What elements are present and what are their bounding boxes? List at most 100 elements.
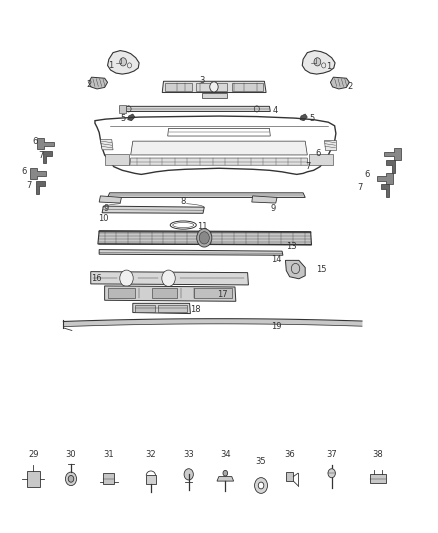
Polygon shape xyxy=(370,474,386,483)
Polygon shape xyxy=(377,173,393,184)
Polygon shape xyxy=(300,114,307,120)
Polygon shape xyxy=(119,106,127,113)
Text: 6: 6 xyxy=(315,149,321,158)
Text: 38: 38 xyxy=(373,450,383,459)
Text: 6: 6 xyxy=(21,167,26,176)
Text: 13: 13 xyxy=(286,241,297,251)
Text: 9: 9 xyxy=(103,204,109,213)
Polygon shape xyxy=(133,303,191,313)
Polygon shape xyxy=(37,138,54,149)
Text: 29: 29 xyxy=(28,450,39,459)
Text: 36: 36 xyxy=(284,450,295,459)
Text: 10: 10 xyxy=(99,214,109,223)
Polygon shape xyxy=(135,305,155,311)
Text: 5: 5 xyxy=(120,114,126,123)
Bar xyxy=(146,475,155,484)
Polygon shape xyxy=(252,196,277,203)
Circle shape xyxy=(120,270,133,286)
Circle shape xyxy=(223,471,228,476)
Circle shape xyxy=(258,482,264,489)
Polygon shape xyxy=(330,77,350,89)
Polygon shape xyxy=(131,141,307,155)
Polygon shape xyxy=(130,158,308,165)
Polygon shape xyxy=(99,196,121,203)
Polygon shape xyxy=(105,286,236,301)
Circle shape xyxy=(68,475,74,482)
Text: 11: 11 xyxy=(197,222,208,231)
Polygon shape xyxy=(217,477,233,481)
Circle shape xyxy=(254,478,268,494)
Text: 37: 37 xyxy=(326,450,337,459)
Polygon shape xyxy=(108,288,135,298)
Polygon shape xyxy=(120,107,270,111)
Bar xyxy=(103,473,114,484)
Text: 18: 18 xyxy=(191,305,201,314)
Polygon shape xyxy=(108,193,305,197)
Polygon shape xyxy=(165,83,192,91)
Circle shape xyxy=(120,58,127,66)
Polygon shape xyxy=(98,231,311,245)
Text: 7: 7 xyxy=(305,162,311,171)
Polygon shape xyxy=(108,51,139,74)
Polygon shape xyxy=(162,81,266,93)
Text: 34: 34 xyxy=(220,450,231,459)
Polygon shape xyxy=(43,151,52,164)
Text: 30: 30 xyxy=(66,450,76,459)
Bar xyxy=(27,471,39,487)
Polygon shape xyxy=(309,154,333,165)
Polygon shape xyxy=(158,305,187,311)
Polygon shape xyxy=(194,288,232,298)
Polygon shape xyxy=(30,168,46,179)
Text: 6: 6 xyxy=(32,137,37,146)
Text: 14: 14 xyxy=(272,255,282,264)
Text: 16: 16 xyxy=(91,274,101,283)
Circle shape xyxy=(210,82,218,92)
Text: 15: 15 xyxy=(316,265,326,274)
Circle shape xyxy=(184,469,193,480)
Polygon shape xyxy=(105,154,129,165)
Polygon shape xyxy=(152,288,177,298)
Text: 2: 2 xyxy=(347,82,353,91)
Text: 7: 7 xyxy=(38,151,44,160)
Circle shape xyxy=(197,229,212,247)
Text: 17: 17 xyxy=(217,290,227,299)
Polygon shape xyxy=(102,206,204,213)
Polygon shape xyxy=(384,148,401,160)
Text: 7: 7 xyxy=(27,181,32,190)
Text: 1: 1 xyxy=(108,61,113,70)
Text: 7: 7 xyxy=(358,183,363,192)
Polygon shape xyxy=(100,140,113,150)
Text: 32: 32 xyxy=(145,450,156,459)
Circle shape xyxy=(328,469,336,478)
Polygon shape xyxy=(324,140,336,150)
Polygon shape xyxy=(202,93,227,98)
Text: 33: 33 xyxy=(184,450,194,459)
Polygon shape xyxy=(99,249,283,255)
Text: 9: 9 xyxy=(270,204,276,213)
Polygon shape xyxy=(88,77,108,89)
Text: 5: 5 xyxy=(309,114,314,123)
Circle shape xyxy=(65,472,77,486)
Circle shape xyxy=(199,232,209,244)
Text: 31: 31 xyxy=(103,450,114,459)
Polygon shape xyxy=(302,51,335,74)
Text: 3: 3 xyxy=(199,76,204,85)
Text: 8: 8 xyxy=(180,197,185,206)
Polygon shape xyxy=(386,160,395,173)
Circle shape xyxy=(314,58,321,66)
Polygon shape xyxy=(286,472,293,481)
Polygon shape xyxy=(36,181,45,193)
Text: 2: 2 xyxy=(86,80,91,90)
Polygon shape xyxy=(232,83,263,91)
Polygon shape xyxy=(381,184,389,197)
Polygon shape xyxy=(196,83,227,91)
Polygon shape xyxy=(128,114,135,120)
Circle shape xyxy=(162,270,175,286)
Text: 6: 6 xyxy=(364,170,369,179)
Polygon shape xyxy=(286,260,305,279)
Text: 19: 19 xyxy=(272,322,282,332)
Polygon shape xyxy=(91,272,248,285)
Text: 35: 35 xyxy=(256,457,266,466)
Text: 1: 1 xyxy=(326,62,332,71)
Text: 4: 4 xyxy=(273,107,278,116)
